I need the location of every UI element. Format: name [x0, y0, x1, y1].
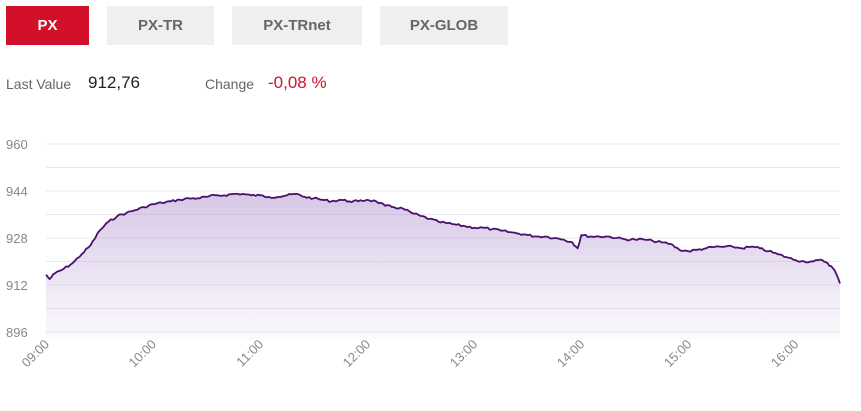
- last-value: 912,76: [88, 73, 140, 92]
- x-axis: 09:00 10:00 11:00 12:00 13:00 14:00 15:00 16:00: [19, 337, 802, 371]
- change-label: Change: [205, 76, 255, 92]
- change-value: -0,08 %: [268, 73, 327, 92]
- y-tick-label: 912: [6, 278, 28, 293]
- y-tick-label: 960: [6, 137, 28, 152]
- index-tabs: PX PX-TR PX-TRnet PX-GLOB: [6, 6, 508, 45]
- x-tick-label: 11:00: [233, 337, 266, 370]
- x-tick-label: 10:00: [126, 337, 160, 371]
- last-value-label: Last Value: [6, 76, 72, 92]
- y-tick-label: 896: [6, 325, 28, 340]
- x-tick-label: 16:00: [768, 337, 802, 371]
- stats-bar: Last Value 912,76 Change -0,08 %: [6, 72, 426, 96]
- price-area: [46, 193, 840, 340]
- x-tick-label: 12:00: [340, 337, 374, 371]
- y-tick-label: 928: [6, 231, 28, 246]
- tab-px-glob[interactable]: PX-GLOB: [380, 6, 508, 45]
- tab-px[interactable]: PX: [6, 6, 89, 45]
- index-chart: 960 944 928 912 896 09:00 10:00 11:00 12:00 13:0…: [6, 137, 841, 371]
- x-tick-label: 13:00: [447, 337, 481, 371]
- x-tick-label: 14:00: [554, 337, 588, 371]
- y-axis: 960 944 928 912 896: [6, 137, 28, 340]
- tab-px-tr[interactable]: PX-TR: [107, 6, 214, 45]
- y-tick-label: 944: [6, 184, 28, 199]
- tab-px-trnet[interactable]: PX-TRnet: [232, 6, 362, 45]
- x-tick-label: 09:00: [19, 337, 53, 371]
- x-tick-label: 15:00: [661, 337, 695, 371]
- price-line: [45, 192, 841, 284]
